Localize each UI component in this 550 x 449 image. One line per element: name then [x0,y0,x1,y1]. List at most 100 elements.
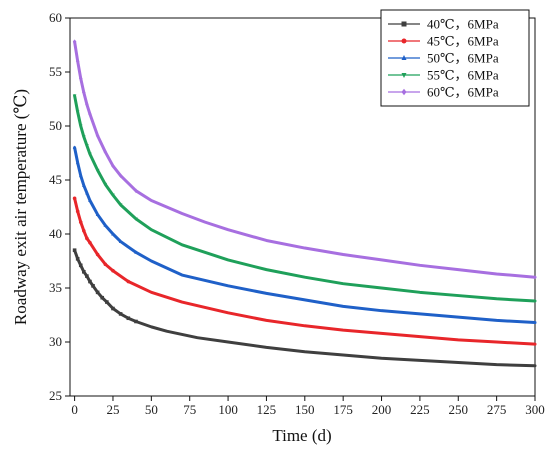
legend-marker [401,73,407,78]
data-point [75,110,80,115]
data-point [103,223,108,227]
data-point [111,231,115,236]
y-tick-label: 35 [49,280,62,295]
data-point [126,279,131,284]
x-tick-label: 175 [333,402,353,417]
x-tick-label: 250 [449,402,469,417]
data-point [85,102,89,107]
data-point [82,135,86,139]
data-point [126,316,131,321]
legend-label: 40℃，6MPa [427,17,499,32]
series-layer [72,39,537,368]
data-point [78,76,83,81]
series-line [73,146,537,325]
legend-label: 60℃，6MPa [427,85,499,100]
plot-frame [69,17,536,397]
data-point [88,198,92,202]
legend-marker [401,88,407,96]
data-point [85,190,89,195]
data-point [88,240,92,245]
data-point [95,168,100,173]
legend: 40℃，6MPa 45℃，6MPa 50℃，6MPa 55℃，6MPa 60℃，6MPa [380,9,530,107]
y-tick-label: 25 [49,388,62,403]
x-tick-label: 150 [295,402,315,417]
data-point [85,236,89,241]
data-point [82,90,86,95]
data-point [75,160,80,165]
data-point [118,239,123,243]
data-point [118,173,123,179]
series-1 [72,196,537,346]
x-tick-label: 50 [145,402,158,417]
data-point [95,290,100,295]
data-point [103,182,108,187]
series-line [73,248,537,368]
x-axis-title: Time (d) [272,426,331,445]
data-point [111,306,115,311]
x-tick-label: 100 [218,402,238,417]
data-point [118,203,123,207]
y-tick-label: 30 [49,334,62,349]
data-point [105,300,109,304]
data-point [72,94,77,98]
x-tick-label: 300 [525,402,545,417]
data-point [78,173,83,178]
data-point [88,152,92,157]
y-tick-label: 45 [49,172,62,187]
data-point [85,144,89,148]
data-point [82,228,86,233]
data-point [78,220,83,224]
x-tick-label: 25 [106,402,119,417]
data-point [72,196,77,201]
data-point [75,257,80,261]
data-point [72,145,77,150]
legend-label: 55℃，6MPa [427,68,499,83]
x-tick-label: 200 [372,402,392,417]
series-4 [72,39,537,279]
data-point [85,274,89,278]
data-point [134,188,138,194]
series-line [73,40,537,279]
data-point [134,319,138,324]
data-point [82,183,86,187]
legend-marker [401,38,407,44]
data-point [95,133,100,139]
y-axis-title: Roadway exit air temperature (℃) [11,89,30,325]
data-point [95,252,100,257]
data-point [100,295,105,300]
data-point [111,193,115,198]
y-tick-label: 55 [49,64,62,79]
data-point [111,268,115,273]
data-point [111,163,115,169]
data-point [134,217,138,222]
x-tick-label: 0 [71,402,78,417]
data-point [103,149,108,155]
series-2 [72,145,537,325]
x-tick-label: 275 [487,402,507,417]
data-point [78,263,83,268]
data-point [91,284,95,288]
series-0 [72,248,537,368]
data-point [75,58,80,64]
y-tick-label: 60 [49,10,62,25]
series-3 [72,94,537,303]
data-point [72,39,77,45]
data-point [88,111,92,117]
axis-ticks: 0 25 50 75 100 125 150 175 200 225 250 275 300 25 30 35… [49,10,545,417]
legend-marker [401,21,407,27]
y-tick-label: 40 [49,226,62,241]
legend-label: 50℃，6MPa [427,51,499,66]
series-line [73,94,537,303]
series-line [73,196,537,346]
data-point [134,250,138,254]
x-tick-label: 75 [183,402,196,417]
data-point [103,262,108,267]
x-tick-label: 225 [410,402,430,417]
data-point [95,212,100,216]
data-point [88,279,92,284]
x-tick-label: 125 [257,402,277,417]
data-point [75,209,80,214]
data-point [82,270,86,274]
legend-marker [401,55,407,60]
